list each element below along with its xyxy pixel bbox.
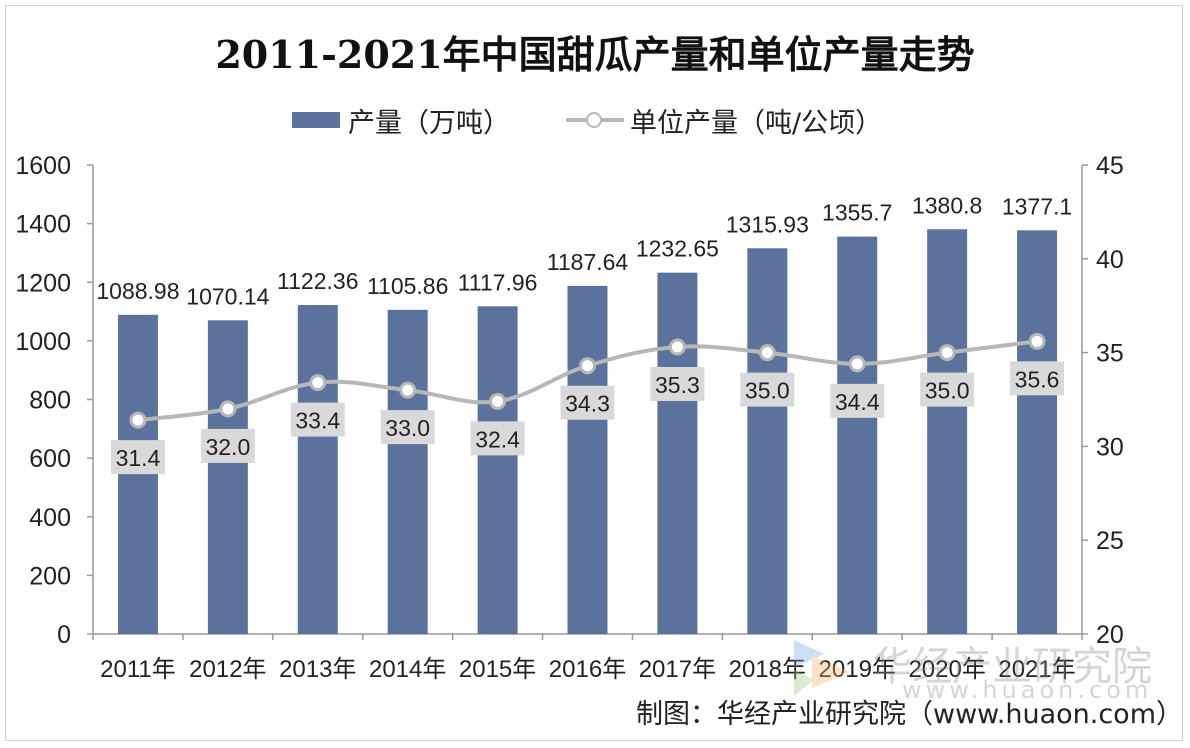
bar-value-label: 1187.64 xyxy=(547,249,629,275)
bar-production xyxy=(117,314,158,634)
chart-legend: 产量（万吨） 单位产量（吨/公顷） xyxy=(0,102,1190,139)
left-axis-tick-label: 200 xyxy=(29,562,71,590)
source-note: 制图：华经产业研究院（www.huaon.com） xyxy=(636,699,1183,730)
line-point-yield xyxy=(309,374,327,392)
right-axis-tick-label: 40 xyxy=(1096,246,1124,274)
left-axis-tick-label: 600 xyxy=(29,445,71,473)
line-value-label: 35.0 xyxy=(925,378,970,404)
legend-production-label: 产量（万吨） xyxy=(348,107,510,139)
line-value-label: 34.4 xyxy=(835,389,880,415)
bar-production xyxy=(207,320,248,634)
line-point-yield xyxy=(938,344,956,362)
x-axis-tick-label: 2013年 xyxy=(279,656,356,683)
bar-production xyxy=(657,272,698,634)
line-label-box xyxy=(380,410,435,445)
x-axis-tick-label: 2021年 xyxy=(998,656,1075,683)
left-axis-tick-label: 0 xyxy=(57,621,71,649)
bar-value-label: 1088.98 xyxy=(96,278,179,304)
line-value-label: 35.6 xyxy=(1015,366,1060,392)
line-label-box xyxy=(200,428,255,463)
bar-value-label: 1315.93 xyxy=(726,211,809,237)
line-point-yield xyxy=(399,381,417,399)
line-value-label: 33.0 xyxy=(385,415,430,441)
x-axis-tick-label: 2012年 xyxy=(189,656,266,683)
bar-production xyxy=(837,236,878,634)
bar-value-label: 1377.1 xyxy=(1002,193,1072,219)
line-point-yield xyxy=(848,355,866,373)
line-value-label: 32.0 xyxy=(205,434,250,460)
left-axis-tick-label: 400 xyxy=(29,504,71,532)
x-axis-tick-label: 2019年 xyxy=(819,656,896,683)
bar-value-label: 1117.96 xyxy=(458,269,538,295)
bar-value-label: 1070.14 xyxy=(186,283,269,309)
line-value-label: 31.4 xyxy=(116,445,161,471)
bar-value-label: 1380.8 xyxy=(912,192,982,218)
bar-production xyxy=(747,248,788,635)
watermark-logo-icon xyxy=(794,640,850,696)
left-axis-tick-label: 1200 xyxy=(15,269,71,297)
bar-production xyxy=(297,305,338,634)
bar-production xyxy=(567,285,608,634)
legend-yield-label: 单位产量（吨/公顷） xyxy=(630,107,883,139)
line-value-label: 33.4 xyxy=(295,408,340,434)
line-label-box xyxy=(740,372,795,407)
bar-production xyxy=(1017,230,1058,634)
line-point-yield xyxy=(489,392,507,410)
line-value-label: 34.3 xyxy=(565,391,610,417)
line-label-box xyxy=(1010,361,1065,396)
right-axis-tick-label: 45 xyxy=(1096,152,1124,180)
watermark: 华经产业研究院 www.huaon.com xyxy=(790,636,1170,704)
x-axis-tick-label: 2016年 xyxy=(549,656,626,683)
line-label-box xyxy=(110,440,165,475)
line-label-box xyxy=(560,385,615,420)
left-axis-tick-label: 800 xyxy=(29,387,71,415)
left-axis-tick-label: 1000 xyxy=(15,328,71,356)
legend-bar-swatch xyxy=(292,112,340,128)
line-label-box xyxy=(470,421,525,456)
bar-value-label: 1122.36 xyxy=(277,268,358,294)
line-point-yield xyxy=(758,344,776,362)
right-axis-tick-label: 25 xyxy=(1096,527,1124,555)
line-value-label: 35.0 xyxy=(745,378,790,404)
chart-title: 2011-2021年中国甜瓜产量和单位产量走势 xyxy=(215,32,975,77)
line-value-label: 32.4 xyxy=(475,426,520,452)
x-axis-tick-label: 2020年 xyxy=(908,656,985,683)
x-axis-tick-label: 2014年 xyxy=(369,656,446,683)
right-axis-tick-label: 20 xyxy=(1096,621,1124,649)
watermark-url: www.huaon.com xyxy=(902,676,1153,704)
line-value-label: 35.3 xyxy=(655,372,700,398)
bar-production xyxy=(387,309,428,634)
left-axis-tick-label: 1400 xyxy=(15,211,71,239)
line-label-box xyxy=(650,366,705,401)
bar-value-label: 1232.65 xyxy=(636,236,719,262)
bar-production xyxy=(927,229,968,635)
right-axis-tick-label: 35 xyxy=(1096,340,1124,368)
line-label-box xyxy=(290,402,345,437)
left-axis-tick-label: 1600 xyxy=(15,152,71,180)
x-axis-tick-label: 2018年 xyxy=(729,656,806,683)
line-point-yield xyxy=(668,338,686,356)
legend-line-swatch xyxy=(566,112,624,128)
line-label-box xyxy=(830,383,885,418)
bar-value-label: 1105.86 xyxy=(367,273,448,299)
x-axis-tick-label: 2017年 xyxy=(639,656,716,683)
line-point-yield xyxy=(1028,332,1046,350)
x-axis-tick-label: 2011年 xyxy=(100,656,176,683)
line-point-yield xyxy=(219,400,237,418)
watermark-text: 华经产业研究院 xyxy=(872,644,1152,690)
line-label-box xyxy=(920,372,975,407)
line-point-yield xyxy=(579,357,596,375)
bar-production xyxy=(477,306,518,634)
bar-value-label: 1355.7 xyxy=(822,200,892,226)
line-point-yield xyxy=(129,411,147,429)
legend-item-production: 产量（万吨） xyxy=(292,102,510,139)
right-axis-tick-label: 30 xyxy=(1096,433,1124,461)
legend-item-yield: 单位产量（吨/公顷） xyxy=(566,102,883,139)
x-axis-tick-label: 2015年 xyxy=(459,656,536,683)
